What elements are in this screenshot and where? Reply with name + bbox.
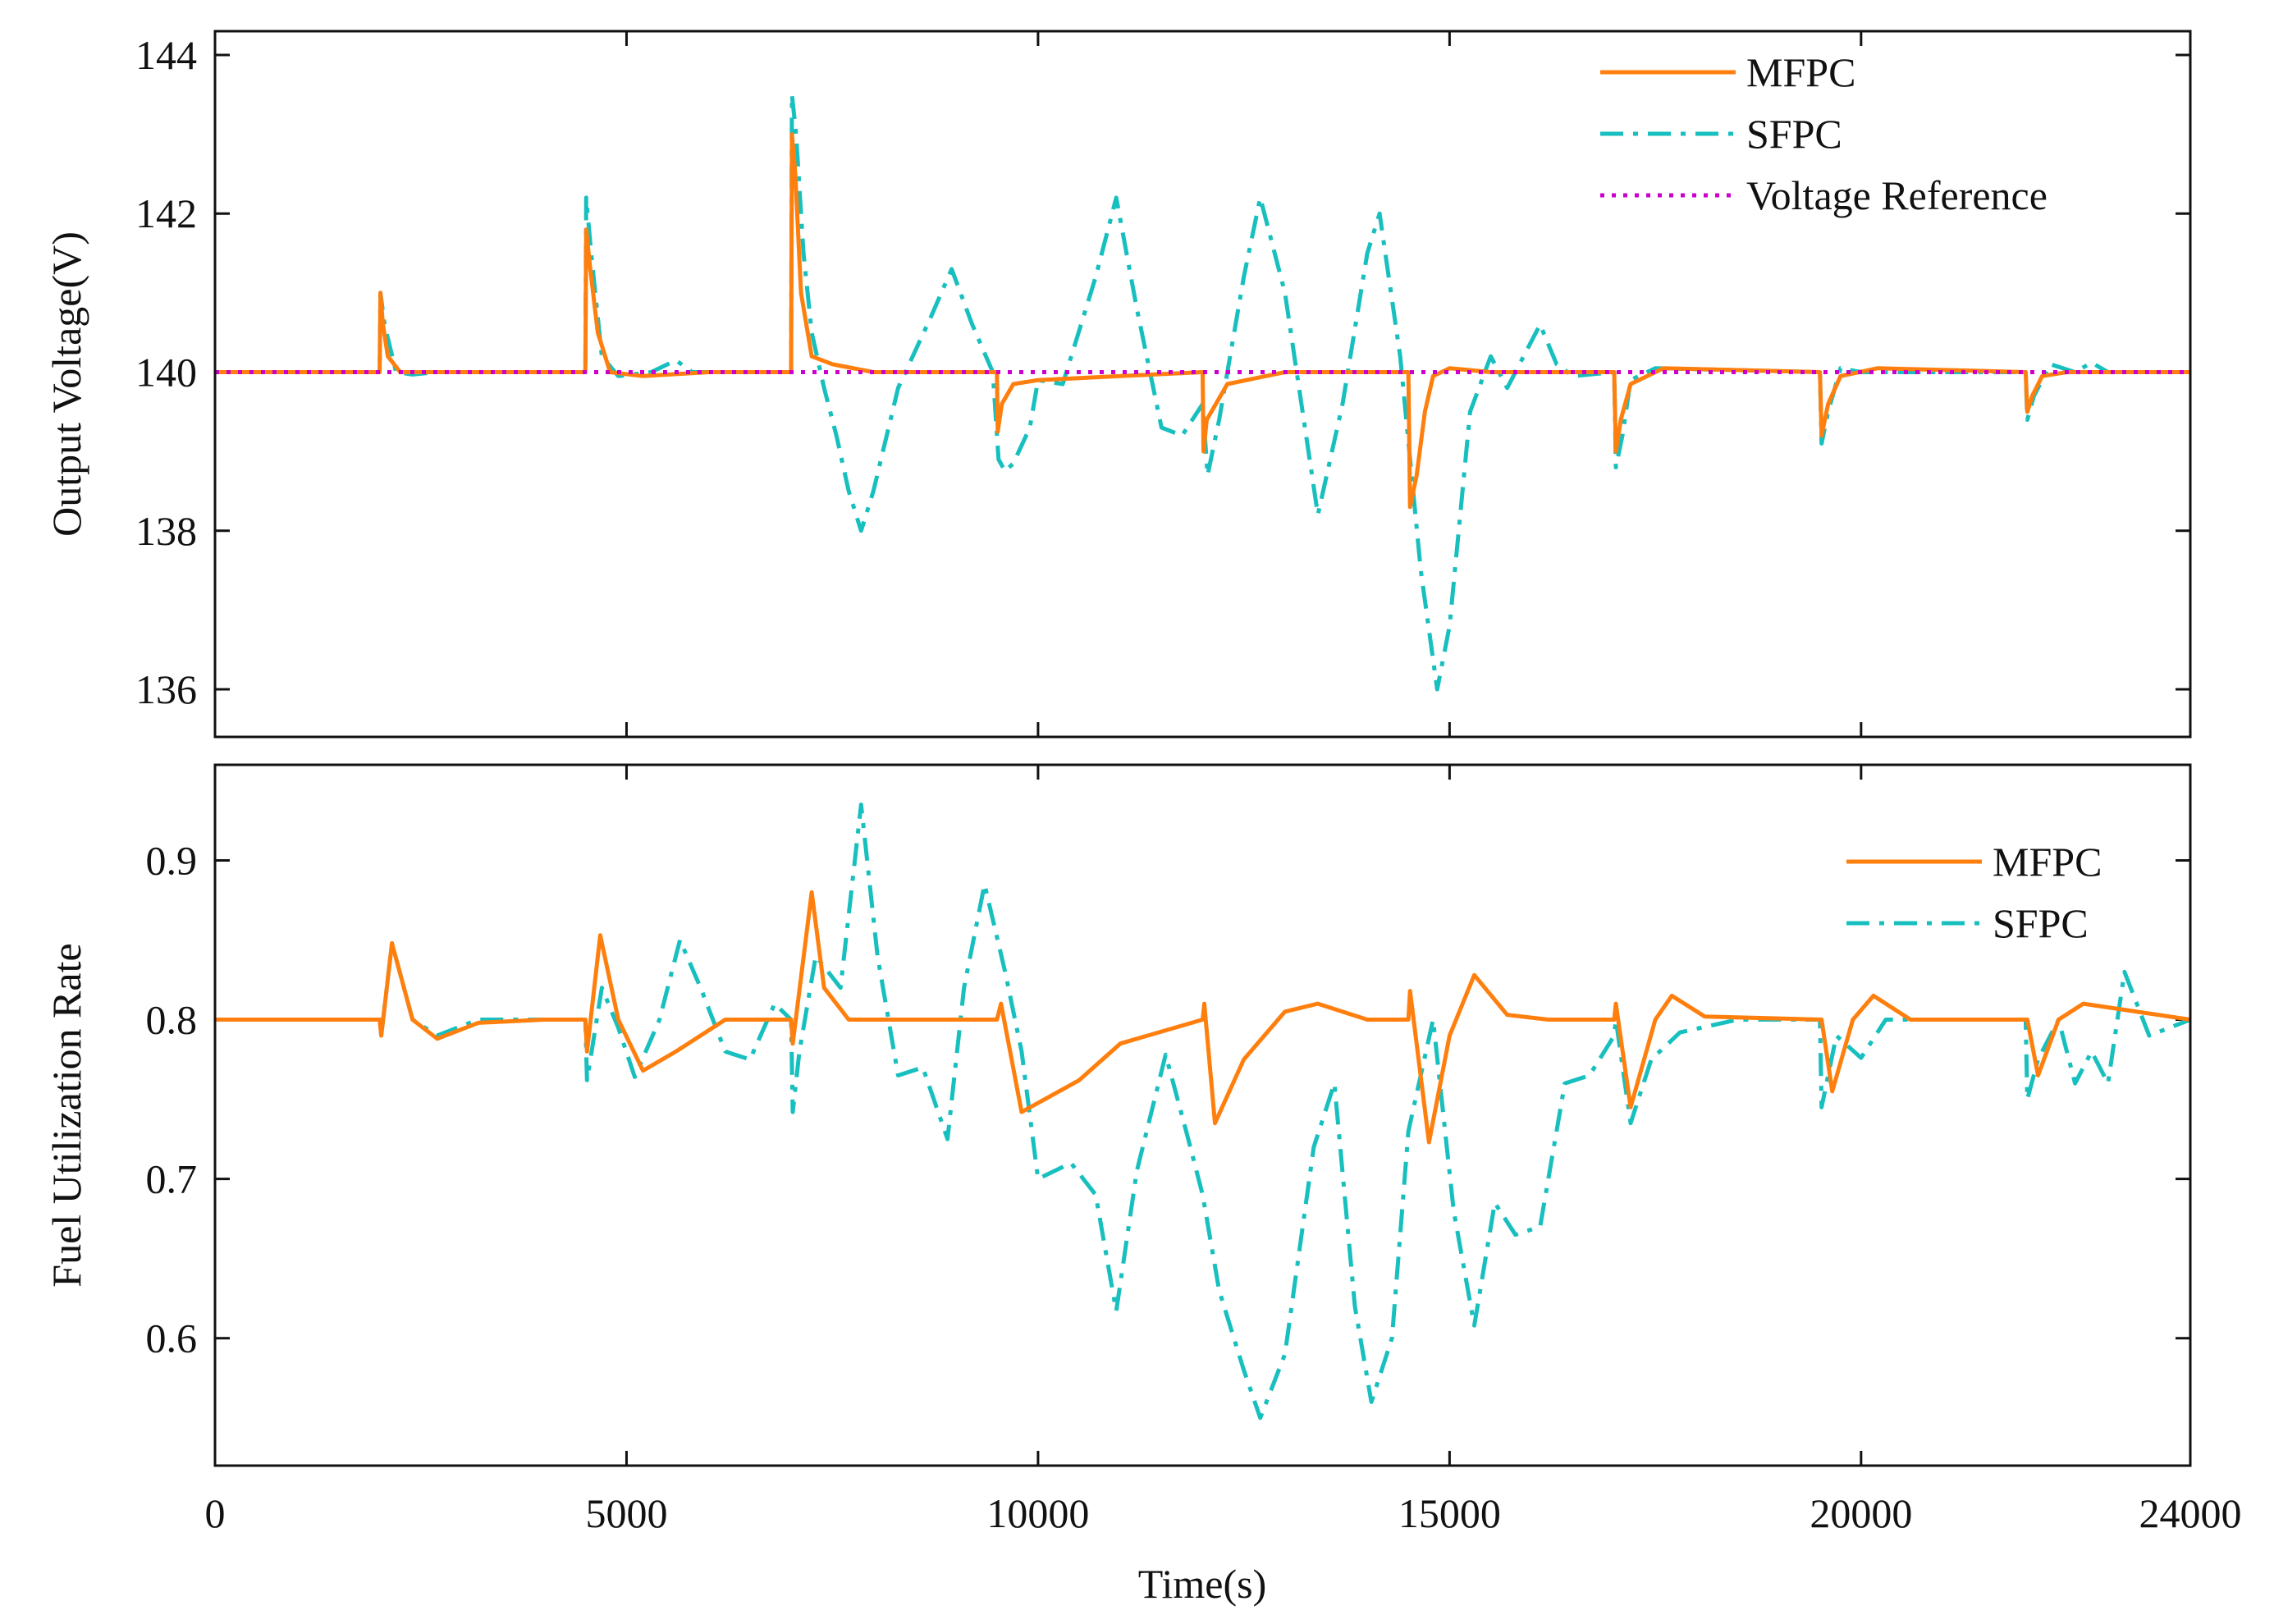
voltage-series-mfpc xyxy=(215,132,2190,510)
voltage-legend: MFPC SFPC Voltage Reference xyxy=(1600,49,2048,218)
x-axis-label: Time(s) xyxy=(1138,1561,1267,1607)
fuel-legend-label: SFPC xyxy=(1993,900,2089,946)
voltage-series-sfpc xyxy=(215,92,2190,692)
fuel-series-mfpc xyxy=(215,890,2190,1145)
fuel-y-axis-label: Fuel Utilization Rate xyxy=(43,943,89,1287)
x-tick-label: 24000 xyxy=(2139,1490,2242,1536)
x-tick-label: 15000 xyxy=(1398,1490,1501,1536)
fuel-utilization-panel: 0 5000 10000 15000 20000 24000 0.6 0.7 0.8 0.9 Fu… xyxy=(43,763,2242,1607)
fuel-y-tick-label: 0.6 xyxy=(146,1315,198,1361)
voltage-axes-box xyxy=(213,30,2192,739)
x-tick-label: 5000 xyxy=(585,1490,667,1536)
fuel-ticks: 0 5000 10000 15000 20000 24000 0.6 0.7 0.8 0.9 xyxy=(146,765,2242,1536)
fuel-y-tick-label: 0.8 xyxy=(146,997,198,1043)
fuel-legend: MFPC SFPC xyxy=(1846,839,2102,946)
x-tick-label: 0 xyxy=(205,1490,226,1536)
voltage-y-tick-label: 140 xyxy=(135,350,197,396)
fuel-series-sfpc xyxy=(215,803,2190,1420)
x-tick-label: 20000 xyxy=(1810,1490,1912,1536)
fuel-legend-label: MFPC xyxy=(1993,839,2102,885)
fuel-series xyxy=(215,803,2190,1420)
fuel-y-tick-label: 0.7 xyxy=(146,1156,198,1202)
voltage-y-axis-label: Output Voltage(V) xyxy=(43,231,89,537)
voltage-y-tick-label: 136 xyxy=(135,666,197,712)
voltage-y-tick-label: 142 xyxy=(135,190,197,236)
voltage-panel: 136 138 140 142 144 Output Voltage(V) MFPC SF… xyxy=(43,30,2192,739)
voltage-y-tick-label: 144 xyxy=(135,32,197,78)
fuel-axes-box xyxy=(213,763,2192,1467)
fuel-y-tick-label: 0.9 xyxy=(146,837,198,883)
voltage-y-tick-label: 138 xyxy=(135,508,197,554)
voltage-legend-label: MFPC xyxy=(1746,49,1855,95)
x-tick-label: 10000 xyxy=(986,1490,1089,1536)
voltage-series xyxy=(215,92,2190,692)
voltage-legend-label: SFPC xyxy=(1746,111,1842,157)
voltage-legend-label: Voltage Reference xyxy=(1746,172,2048,218)
